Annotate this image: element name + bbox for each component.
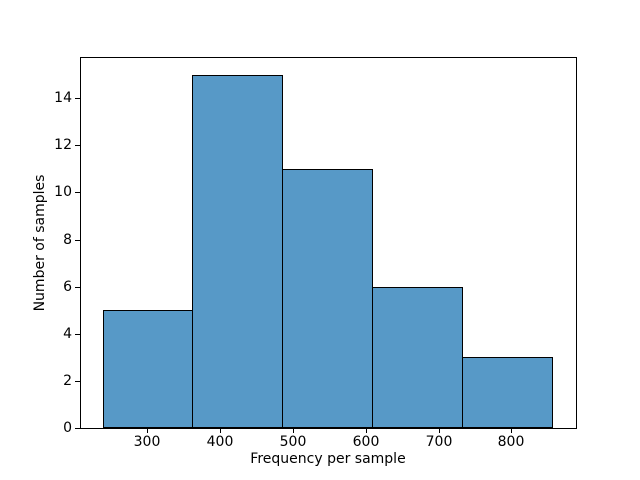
x-tick-label: 800 — [497, 434, 525, 450]
y-tick-mark — [75, 240, 80, 241]
y-tick-label: 6 — [63, 279, 72, 295]
x-tick-label: 500 — [279, 434, 307, 450]
y-tick-label: 0 — [63, 420, 72, 436]
y-tick-mark — [75, 381, 80, 382]
histogram-bar — [103, 310, 193, 428]
histogram-bar — [192, 75, 283, 428]
x-tick-mark — [293, 429, 294, 433]
histogram-bar — [372, 287, 463, 428]
y-tick-mark — [75, 145, 80, 146]
y-tick-label: 10 — [54, 184, 72, 200]
x-tick-label: 600 — [352, 434, 380, 450]
histogram-bar — [282, 169, 373, 428]
y-tick-label: 12 — [54, 137, 72, 153]
y-tick-label: 14 — [54, 90, 72, 106]
x-tick-label: 400 — [206, 434, 234, 450]
x-tick-label: 300 — [133, 434, 161, 450]
y-tick-mark — [75, 192, 80, 193]
x-tick-mark — [511, 429, 512, 433]
spine-left — [80, 57, 81, 429]
y-tick-mark — [75, 428, 80, 429]
x-tick-label: 700 — [425, 434, 453, 450]
y-tick-mark — [75, 334, 80, 335]
spine-right — [576, 57, 577, 429]
x-tick-mark — [366, 429, 367, 433]
y-tick-label: 8 — [63, 232, 72, 248]
spine-bottom — [80, 428, 577, 429]
spine-top — [80, 57, 577, 58]
x-tick-mark — [147, 429, 148, 433]
x-tick-mark — [220, 429, 221, 433]
x-axis-label: Frequency per sample — [250, 451, 406, 467]
y-tick-label: 2 — [63, 373, 72, 389]
y-tick-label: 4 — [63, 326, 72, 342]
histogram-bar — [462, 357, 553, 428]
x-tick-mark — [439, 429, 440, 433]
y-tick-mark — [75, 98, 80, 99]
y-axis-label: Number of samples — [32, 174, 48, 312]
y-tick-mark — [75, 287, 80, 288]
